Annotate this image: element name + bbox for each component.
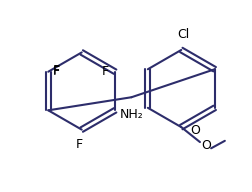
Text: Cl: Cl — [177, 28, 189, 41]
Text: O: O — [200, 139, 210, 151]
Text: F: F — [101, 65, 108, 78]
Text: O: O — [189, 124, 199, 137]
Text: F: F — [53, 65, 60, 78]
Text: NH₂: NH₂ — [119, 108, 143, 122]
Text: F: F — [75, 138, 82, 151]
Text: F: F — [52, 64, 60, 77]
